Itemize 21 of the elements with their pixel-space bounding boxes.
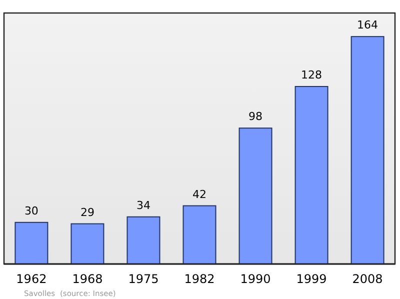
x-tick-label: 1968 xyxy=(72,272,103,286)
data-label: 98 xyxy=(248,110,263,124)
x-tick-label: 1975 xyxy=(128,272,159,286)
data-label: 42 xyxy=(192,188,206,201)
data-label: 164 xyxy=(357,18,378,32)
data-label: 34 xyxy=(136,198,150,212)
data-label: 30 xyxy=(24,204,38,218)
data-label: 128 xyxy=(301,68,322,82)
x-tick-label: 1962 xyxy=(16,272,47,286)
bar xyxy=(294,86,328,264)
x-tick-label: 1999 xyxy=(296,272,327,286)
bar xyxy=(126,216,160,264)
bar xyxy=(14,222,48,264)
bar xyxy=(70,223,104,264)
x-tick-label: 2008 xyxy=(352,272,383,286)
bar xyxy=(182,205,216,264)
x-tick-label: 1990 xyxy=(240,272,271,286)
bar xyxy=(238,128,272,264)
bar xyxy=(350,36,384,264)
x-tick-label: 1982 xyxy=(184,272,215,286)
data-label: 29 xyxy=(80,206,94,219)
